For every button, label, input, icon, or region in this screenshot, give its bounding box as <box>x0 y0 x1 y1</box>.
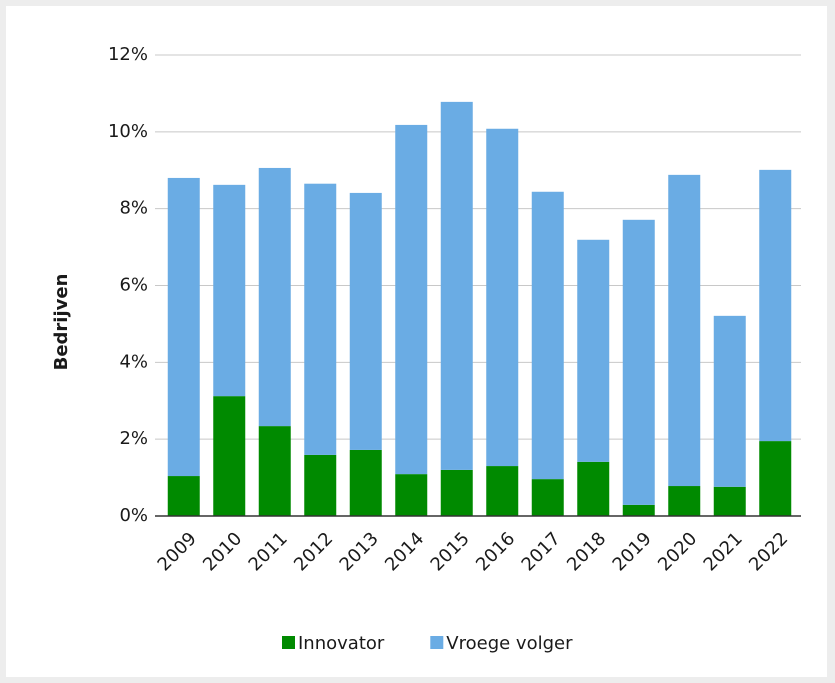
y-tick-label: 2% <box>119 428 148 449</box>
bar-segment <box>167 476 200 516</box>
bar-segment <box>395 124 428 475</box>
bar-segment <box>531 479 564 516</box>
bar-segment <box>713 486 746 516</box>
bar-segment <box>213 184 246 397</box>
y-tick-label: 8% <box>119 198 148 219</box>
bar-segment <box>213 396 246 516</box>
bar-segment <box>304 454 337 516</box>
y-tick-label: 4% <box>119 351 148 372</box>
bar-segment <box>395 474 428 516</box>
bar-segment <box>668 486 701 516</box>
bar-segment <box>304 183 337 455</box>
bar-segment <box>440 101 473 470</box>
bar-segment <box>577 461 610 516</box>
bar-segment <box>486 128 519 467</box>
bar-segment <box>531 191 564 480</box>
bar-segment <box>577 239 610 462</box>
bar-segment <box>622 219 655 505</box>
bar-segment <box>167 177 200 477</box>
legend-swatch <box>430 636 444 649</box>
bar-segment <box>486 466 519 516</box>
legend-swatch <box>282 636 295 649</box>
bar-segment <box>258 167 291 427</box>
legend-label: Innovator <box>298 633 385 654</box>
bar-segment <box>713 315 746 487</box>
bar-segment <box>440 469 473 516</box>
y-tick-label: 10% <box>108 121 148 142</box>
bar-segment <box>622 504 655 516</box>
bar-segment <box>759 169 792 442</box>
legend-label: Vroege volger <box>446 633 573 654</box>
bar-segment <box>349 449 382 516</box>
bar-segment <box>668 174 701 487</box>
y-tick-label: 0% <box>119 505 148 526</box>
y-tick-label: 12% <box>108 44 148 65</box>
bar-segment <box>759 441 792 516</box>
y-tick-label: 6% <box>119 275 148 296</box>
y-axis-label: Bedrijven <box>51 274 72 371</box>
bar-segment <box>258 426 291 516</box>
bar-segment <box>349 192 382 450</box>
